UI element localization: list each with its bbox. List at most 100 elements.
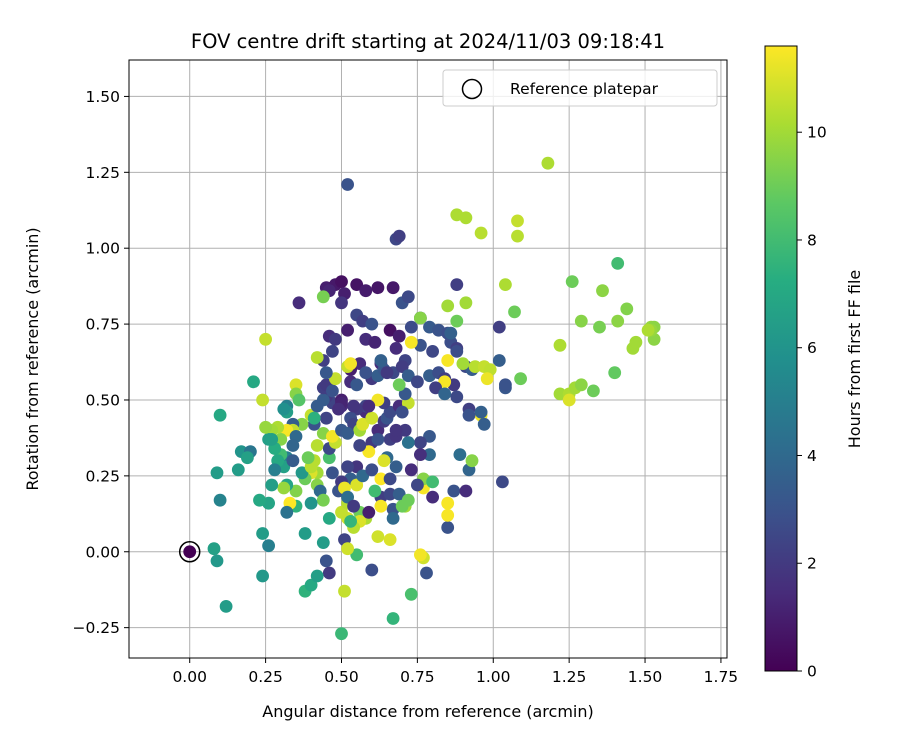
scatter-point [350,478,364,492]
scatter-point [374,472,388,486]
y-tick-label: 1.25 [85,164,120,182]
reference-marker-group [178,541,201,563]
colorbar-tick-label: 2 [807,555,817,573]
scatter-point [480,372,494,386]
scatter-point [499,278,512,291]
scatter-point [316,290,330,304]
scatter-point [574,378,588,392]
scatter-point [347,499,360,513]
scatter-point [210,466,224,480]
y-tick-label: 0.25 [85,467,120,485]
scatter-point [426,490,439,504]
scatter-point [459,296,473,310]
scatter-point [371,433,385,446]
scatter-point [350,460,364,474]
reference-point [183,545,197,559]
scatter-point [465,454,479,468]
scatter-point [395,499,409,513]
legend: Reference platepar [442,69,718,107]
scatter-point [356,417,370,431]
scatter-point [380,366,394,380]
scatter-point [310,399,324,413]
scatter-point [256,569,269,583]
scatter-point [392,487,406,501]
scatter-point [462,408,476,422]
scatter-point [371,530,385,543]
scatter-point [468,360,482,373]
scatter-point [629,335,643,349]
scatter-point [219,600,233,613]
scatter-point [365,563,379,577]
scatter-point [420,566,433,580]
scatter-point [383,487,397,501]
colorbar-ticks: 0 2 4 6 8 10 [797,124,827,681]
scatter-point [265,433,279,446]
scatter-point [341,542,354,556]
scatter-point [441,299,455,313]
scatter-point [350,378,364,392]
scatter-point [298,527,312,540]
scatter-point [395,360,409,373]
scatter-point [322,451,336,465]
scatter-point [353,439,367,452]
scatter-point [450,345,464,358]
scatter-point [247,375,260,389]
scatter-point [350,278,364,291]
scatter-point [295,417,309,431]
scatter-point [553,387,567,401]
scatter-point [386,512,400,525]
scatter-point [344,357,357,370]
scatter-point [404,587,418,601]
x-axis-label: Angular distance from reference (arcmin) [262,702,593,721]
scatter-point [438,387,452,401]
scatter-point [426,475,439,489]
x-tick-label: 0.50 [324,668,359,686]
scatter-point [316,536,330,549]
scatter-point [411,478,424,492]
reference-ring-icon [178,541,201,563]
scatter-point [295,466,309,480]
x-tick-label: 1.00 [476,668,511,686]
scatter-point [459,484,473,498]
scatter-point [383,533,397,546]
scatter-point [335,627,348,641]
scatter-point [259,332,272,346]
scatter-point [593,320,606,334]
scatter-point [356,469,370,483]
scatter-point [411,375,424,389]
scatter-point [608,366,622,380]
scatter-point [241,451,254,465]
scatter-point [256,393,269,407]
scatter-point [341,178,354,191]
scatter-point [383,405,397,419]
scatter-point [253,493,266,507]
scatter-point [492,320,506,334]
scatter-point [474,226,488,240]
scatter-point [304,496,318,510]
scatter-point [268,463,282,477]
colorbar: 0 2 4 6 8 10 Hours from first FF file [764,45,864,681]
y-tick-label: 0.50 [85,391,120,409]
scatter-point [423,430,436,443]
scatter-point [289,484,303,498]
scatter-point [213,408,227,422]
chart-title: FOV centre drift starting at 2024/11/03 … [191,30,665,53]
scatter-point [450,314,464,328]
scatter-point [450,390,464,404]
scatter-point [277,402,291,416]
scatter-point [368,484,382,498]
scatter-point [347,399,360,413]
legend-marker-icon [461,78,483,100]
scatter-point [301,451,315,465]
scatter-point [286,454,300,468]
scatter-points [207,156,661,641]
scatter-point [496,475,509,489]
scatter-point [414,436,427,449]
scatter-point [341,460,354,474]
scatter-point [404,335,418,349]
scatter-point [341,427,354,440]
x-tick-label: 1.25 [552,668,587,686]
scatter-point [374,354,388,367]
scatter-point [256,527,269,540]
scatter-point [292,393,306,407]
